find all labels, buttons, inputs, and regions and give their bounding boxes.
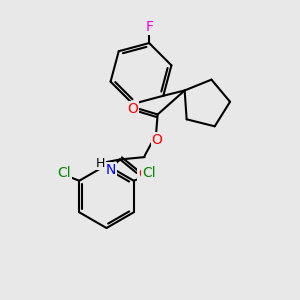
Text: H: H	[96, 157, 105, 169]
Text: F: F	[145, 20, 153, 34]
Text: O: O	[128, 102, 139, 116]
Text: Cl: Cl	[57, 166, 71, 180]
Text: O: O	[138, 167, 149, 182]
Text: Cl: Cl	[142, 166, 156, 180]
Text: O: O	[152, 133, 163, 147]
Text: N: N	[106, 163, 116, 177]
